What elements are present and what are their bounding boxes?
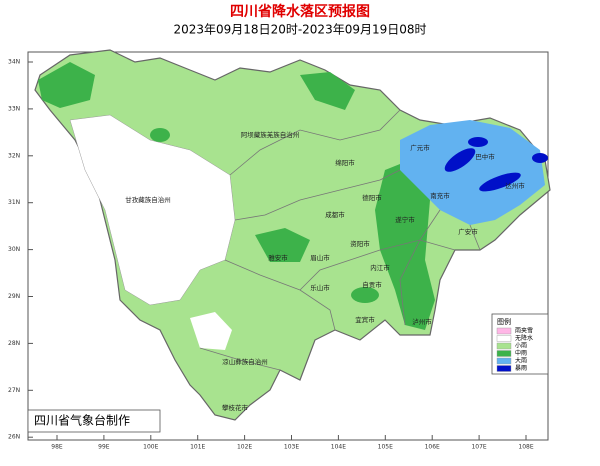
region-label: 自贡市 [362,280,382,289]
region-label: 南充市 [430,191,450,200]
legend-title: 图例 [497,317,511,326]
lon-label: 107E [471,444,486,451]
legend-swatch [496,342,512,350]
lat-label: 30N [8,246,20,253]
lon-label: 103E [284,444,299,451]
map-title: 四川省降水落区预报图 [230,3,370,20]
lon-label: 102E [237,444,252,451]
region-label: 绵阳市 [335,158,355,167]
legend-swatch [496,335,512,342]
legend-swatch [496,357,512,365]
legend-swatch [496,327,512,335]
lon-label: 106E [425,444,440,451]
region-label: 达州市 [505,181,525,190]
region-label: 乐山市 [310,283,330,292]
legend-swatch [496,350,512,357]
lon-label: 99E [98,444,110,451]
lat-label: 26N [8,434,20,441]
legend-label: 小雨 [515,342,527,350]
legend-label: 大雨 [515,357,527,365]
region-label: 成都市 [325,210,345,219]
lat-label: 34N [8,59,20,66]
region-label: 泸州市 [412,317,432,326]
map-subtitle: 2023年09月18日20时-2023年09月19日08时 [173,23,426,37]
region-label: 眉山市 [310,253,330,262]
lat-label: 33N [8,105,20,112]
region-label: 凉山彝族自治州 [222,357,268,366]
lon-label: 100E [143,444,158,451]
legend-swatch [496,365,512,372]
legend-label: 中雨 [515,349,527,357]
region-label: 甘孜藏族自治州 [125,195,171,204]
lat-label: 32N [8,152,20,159]
region-label: 攀枝花市 [222,403,249,412]
region-label: 巴中市 [475,152,495,161]
lat-label: 28N [8,340,20,347]
lon-label: 98E [51,444,63,451]
region-label: 内江市 [370,263,390,272]
region-label: 阿坝藏族羌族自治州 [241,130,300,139]
footer: 四川省气象台制作 [34,413,130,428]
footer-box [27,409,161,433]
province [34,49,551,421]
lat-label: 27N [8,387,20,394]
region-label: 雅安市 [268,253,288,262]
region-label: 资阳市 [350,239,370,248]
legend-label: 雨夹雪 [515,327,533,335]
lon-label: 108E [518,444,533,451]
lat-label: 31N [8,199,20,206]
legend-label: 无降水 [515,334,533,342]
region-label: 宜宾市 [355,315,375,324]
region-label: 德阳市 [362,193,382,202]
lon-label: 105E [378,444,393,451]
legend-label: 暴雨 [515,365,527,372]
region-label: 广安市 [458,227,478,236]
lat-label: 29N [8,293,20,300]
region-label: 遂宁市 [395,215,415,224]
lon-label: 104E [331,444,346,451]
region-label: 广元市 [410,143,430,152]
lon-label: 101E [190,444,205,451]
